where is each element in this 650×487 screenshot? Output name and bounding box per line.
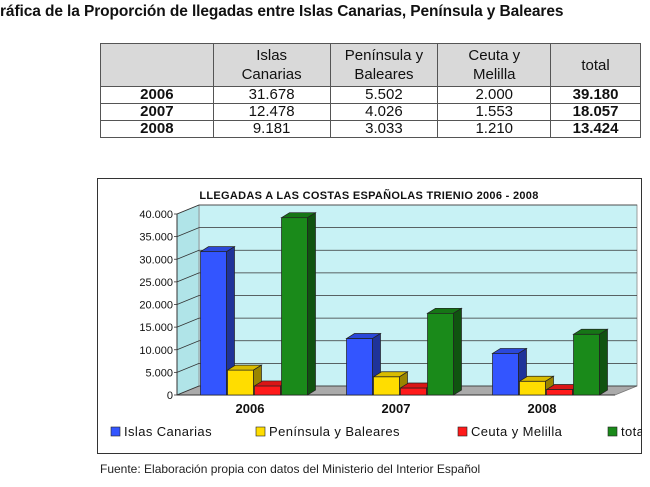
legend-swatch: [255, 426, 266, 437]
chart-title: LLEGADAS A LAS COSTAS ESPAÑOLAS TRIENIO …: [199, 189, 538, 202]
gridline: [176, 249, 637, 260]
gridline: [176, 340, 637, 351]
bar-front: [373, 376, 400, 396]
gridline: [176, 317, 637, 328]
y-tick-label: 10.000: [139, 345, 173, 357]
y-tick-label: 5.000: [145, 367, 173, 379]
table-row: 2006 31.678 5.502 2.000 39.180: [100, 86, 641, 104]
legend-swatch: [457, 426, 468, 437]
cell-value: 12.478: [212, 103, 331, 121]
gridline: [176, 227, 637, 237]
bar-side: [453, 307, 462, 396]
y-tick-label: 0: [167, 390, 173, 402]
y-tick-label: 40.000: [139, 209, 173, 221]
bar-front: [346, 338, 373, 396]
legend-label: total: [621, 424, 642, 439]
cell-value: 1.553: [437, 103, 552, 121]
cell-year: 2008: [100, 120, 214, 138]
cell-value: 4.026: [329, 103, 439, 121]
x-tick-label: 2007: [382, 401, 411, 416]
bar-front: [200, 251, 227, 396]
gridline: [176, 295, 637, 305]
bar-side: [307, 212, 316, 396]
gridline: [176, 362, 637, 373]
legend-swatch: [110, 426, 121, 437]
header-blank: [100, 43, 214, 87]
x-tick-label: 2006: [236, 401, 265, 416]
bar-chart: LLEGADAS A LAS COSTAS ESPAÑOLAS TRIENIO …: [110, 189, 642, 439]
bar-front: [546, 389, 573, 396]
cell-value: 2.000: [437, 86, 552, 104]
bar-front: [227, 369, 254, 396]
bar-front: [492, 353, 519, 396]
y-tick-label: 15.000: [139, 322, 173, 334]
header-total: total: [550, 43, 641, 87]
bar-front: [400, 387, 427, 396]
y-tick-label: 30.000: [139, 254, 173, 266]
table-header-row: Islas Canarias Península y Baleares Ceut…: [100, 43, 641, 87]
cell-total: 39.180: [550, 86, 641, 104]
page-title: ráfica de la Proporción de llegadas entr…: [0, 3, 564, 20]
bar-front: [519, 380, 546, 396]
bar-front: [281, 217, 308, 396]
table-row: 2008 9.181 3.033 1.210 13.424: [100, 120, 641, 138]
cell-value: 1.210: [437, 120, 552, 138]
header-islas-canarias: Islas Canarias: [212, 43, 331, 87]
legend-label: Ceuta y Melilla: [471, 424, 563, 439]
x-tick-label: 2008: [528, 401, 557, 416]
source-note: Fuente: Elaboración propia con datos del…: [100, 462, 481, 476]
gridline: [176, 204, 637, 215]
bar-front: [254, 385, 281, 396]
bar-side: [599, 328, 608, 396]
cell-value: 31.678: [212, 86, 331, 104]
bar-front: [427, 312, 454, 396]
cell-year: 2006: [100, 86, 214, 104]
cell-year: 2007: [100, 103, 214, 121]
gridline: [176, 272, 637, 283]
legend-label: Islas Canarias: [124, 424, 212, 439]
data-table: Islas Canarias Península y Baleares Ceut…: [100, 43, 641, 138]
y-tick-label: 20.000: [139, 300, 173, 312]
gridline: [176, 385, 637, 396]
cell-total: 13.424: [550, 120, 641, 138]
header-peninsula-baleares: Península y Baleares: [329, 43, 439, 87]
table-row: 2007 12.478 4.026 1.553 18.057: [100, 103, 641, 121]
bar-front: [573, 333, 600, 396]
cell-value: 5.502: [329, 86, 439, 104]
y-tick-label: 25.000: [139, 277, 173, 289]
y-tick-label: 35.000: [139, 232, 173, 244]
cell-total: 18.057: [550, 103, 641, 121]
legend-swatch: [607, 426, 618, 437]
cell-value: 3.033: [329, 120, 439, 138]
legend-label: Península y Baleares: [269, 424, 400, 439]
header-ceuta-melilla: Ceuta y Melilla: [437, 43, 552, 87]
cell-value: 9.181: [212, 120, 331, 138]
